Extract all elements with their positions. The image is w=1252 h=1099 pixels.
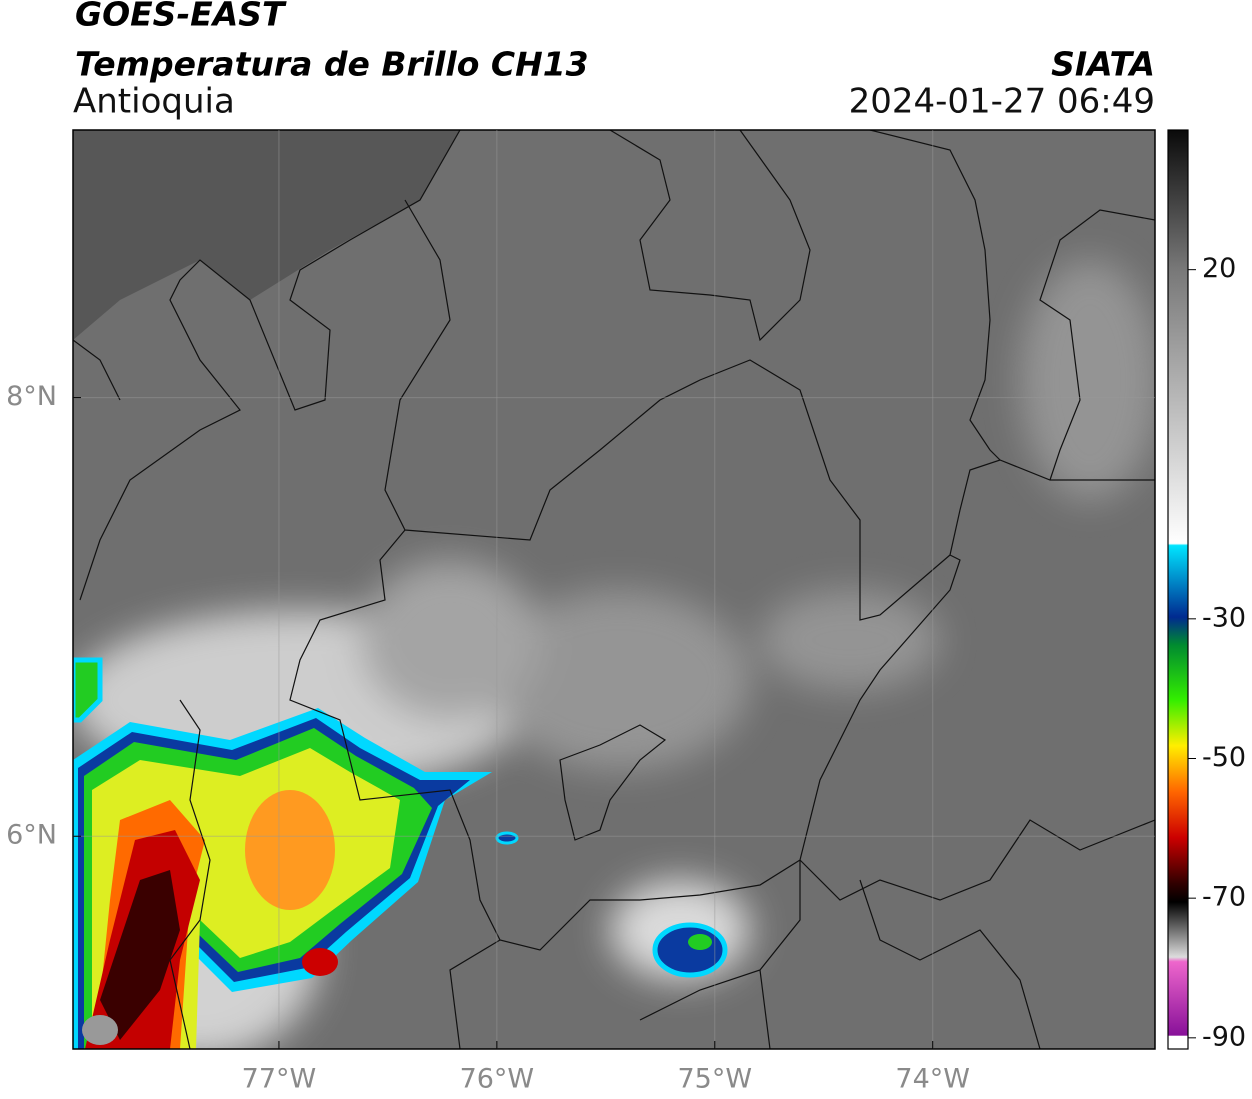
colorbar-tick-label: -70 [1202,882,1246,913]
source: SIATA [1051,45,1155,84]
subtitle: Temperatura de Brillo CH13 [75,45,589,84]
satellite-image [73,130,1155,1049]
coastline [79,130,461,601]
dept-border [869,130,1001,461]
y-tick-label: 8°N [6,381,57,412]
map-frame [72,129,1156,1050]
datetime: 2024-01-27 06:49 [849,82,1155,122]
dept-border [449,860,1041,1049]
title: GOES-EAST [75,0,287,34]
colorbar-tick-label: 20 [1202,253,1236,284]
y-tick-label: 6°N [6,820,57,851]
dept-border [799,819,1155,901]
region: Antioquia [73,82,235,122]
coastline [73,339,121,401]
borders [73,130,1155,1049]
x-tick-label: 75°W [678,1064,753,1095]
colorbar [1167,129,1189,1050]
x-tick-label: 77°W [242,1064,317,1095]
dept-border [609,130,811,342]
dept-border [1039,209,1155,481]
colorbar-tick-label: -30 [1202,602,1246,633]
dept-border [169,699,211,1049]
colorbar-tick-label: -90 [1202,1021,1246,1052]
colorbar-tick-label: -50 [1202,742,1246,773]
x-tick-label: 74°W [895,1064,970,1095]
x-tick-label: 76°W [460,1064,535,1095]
dept-border [384,199,1155,621]
dept-border [559,724,667,841]
dept-border [289,529,961,951]
